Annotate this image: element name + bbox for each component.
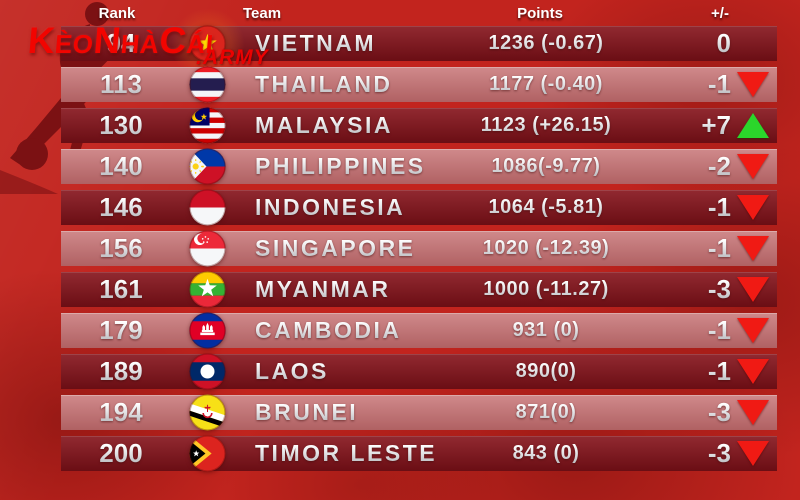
rank-value: 194 bbox=[61, 395, 181, 430]
watermark-brand-text: KèoNhàCái bbox=[26, 20, 216, 61]
change-value: -1 bbox=[641, 67, 731, 102]
indonesia-flag-icon bbox=[189, 189, 226, 226]
points-value: 843 (0) bbox=[406, 436, 686, 471]
points-value: 1177 (-0.40) bbox=[406, 67, 686, 102]
watermark-suffix-text: .ARMY bbox=[196, 46, 269, 69]
rank-value: 200 bbox=[61, 436, 181, 471]
laos-flag-icon bbox=[189, 353, 226, 390]
malaysia-flag-icon bbox=[189, 107, 226, 144]
change-value: 0 bbox=[641, 26, 731, 61]
rank-value: 156 bbox=[61, 231, 181, 266]
rank-value: 130 bbox=[61, 108, 181, 143]
brunei-flag-icon bbox=[189, 394, 226, 431]
header-rank: Rank bbox=[98, 5, 136, 22]
team-name: LAOS bbox=[239, 354, 329, 389]
rank-down-arrow-icon bbox=[737, 154, 769, 179]
change-value: -3 bbox=[641, 436, 731, 471]
rank-down-arrow-icon bbox=[737, 277, 769, 302]
header-change: +/- bbox=[711, 5, 729, 22]
points-value: 1000 (-11.27) bbox=[406, 272, 686, 307]
points-value: 1123 (+26.15) bbox=[406, 108, 686, 143]
team-name: MALAYSIA bbox=[239, 108, 393, 143]
table-row: 200 TIMOR LESTE 843 (0) -3 bbox=[61, 435, 777, 472]
thailand-flag-icon bbox=[189, 66, 226, 103]
change-value: +7 bbox=[641, 108, 731, 143]
change-value: -1 bbox=[641, 231, 731, 266]
header-points: Points bbox=[517, 5, 563, 22]
points-value: 890(0) bbox=[406, 354, 686, 389]
rank-down-arrow-icon bbox=[737, 400, 769, 425]
table-row: 146 INDONESIA 1064 (-5.81) -1 bbox=[61, 189, 777, 226]
philippines-flag-icon bbox=[189, 148, 226, 185]
cambodia-flag-icon bbox=[189, 312, 226, 349]
change-value: -3 bbox=[641, 395, 731, 430]
vietnam-flag-icon bbox=[189, 25, 226, 62]
change-value: -1 bbox=[641, 190, 731, 225]
table-row: 179 CAMBODIA 931 (0) -1 bbox=[61, 312, 777, 349]
points-value: 1020 (-12.39) bbox=[406, 231, 686, 266]
table-row: 194 BRUNEI 871(0) -3 bbox=[61, 394, 777, 431]
change-value: -2 bbox=[641, 149, 731, 184]
rank-down-arrow-icon bbox=[737, 236, 769, 261]
table-row: 130 MALAYSIA 1123 (+26.15) +7 bbox=[61, 107, 777, 144]
team-name: PHILIPPINES bbox=[239, 149, 426, 184]
team-name: MYANMAR bbox=[239, 272, 391, 307]
change-value: -3 bbox=[641, 272, 731, 307]
rank-value: 179 bbox=[61, 313, 181, 348]
rank-value: 146 bbox=[61, 190, 181, 225]
table-row: 161 MYANMAR 1000 (-11.27) -3 bbox=[61, 271, 777, 308]
team-name: TIMOR LESTE bbox=[239, 436, 437, 471]
timor-leste-flag-icon bbox=[189, 435, 226, 472]
change-value: -1 bbox=[641, 313, 731, 348]
table-row: 189 LAOS 890(0) -1 bbox=[61, 353, 777, 390]
points-value: 1064 (-5.81) bbox=[406, 190, 686, 225]
team-name: THAILAND bbox=[239, 67, 393, 102]
team-name: CAMBODIA bbox=[239, 313, 402, 348]
rank-value: 189 bbox=[61, 354, 181, 389]
rank-down-arrow-icon bbox=[737, 359, 769, 384]
points-value: 931 (0) bbox=[406, 313, 686, 348]
ranking-table: 94 VIETNAM 1236 (-0.67) 0 113 THAILAND 1177 (-… bbox=[61, 8, 777, 477]
rank-down-arrow-icon bbox=[737, 195, 769, 220]
singapore-flag-icon bbox=[189, 230, 226, 267]
team-name: SINGAPORE bbox=[239, 231, 416, 266]
rank-down-arrow-icon bbox=[737, 318, 769, 343]
rank-value: 94 bbox=[61, 26, 181, 61]
table-row: 156 SINGAPORE 1020 (-12.39) -1 bbox=[61, 230, 777, 267]
table-row: 113 THAILAND 1177 (-0.40) -1 bbox=[61, 66, 777, 103]
team-name: INDONESIA bbox=[239, 190, 405, 225]
myanmar-flag-icon bbox=[189, 271, 226, 308]
points-value: 1236 (-0.67) bbox=[406, 26, 686, 61]
team-name: BRUNEI bbox=[239, 395, 358, 430]
rank-value: 161 bbox=[61, 272, 181, 307]
change-value: -1 bbox=[641, 354, 731, 389]
rank-up-arrow-icon bbox=[737, 113, 769, 138]
points-value: 1086(-9.77) bbox=[406, 149, 686, 184]
rank-value: 113 bbox=[61, 67, 181, 102]
points-value: 871(0) bbox=[406, 395, 686, 430]
table-row: 140 PHILIPPINES 1086(-9.77) -2 bbox=[61, 148, 777, 185]
team-name: VIETNAM bbox=[239, 26, 376, 61]
rank-down-arrow-icon bbox=[737, 441, 769, 466]
rank-value: 140 bbox=[61, 149, 181, 184]
header-team: Team bbox=[243, 5, 282, 22]
rank-down-arrow-icon bbox=[737, 72, 769, 97]
